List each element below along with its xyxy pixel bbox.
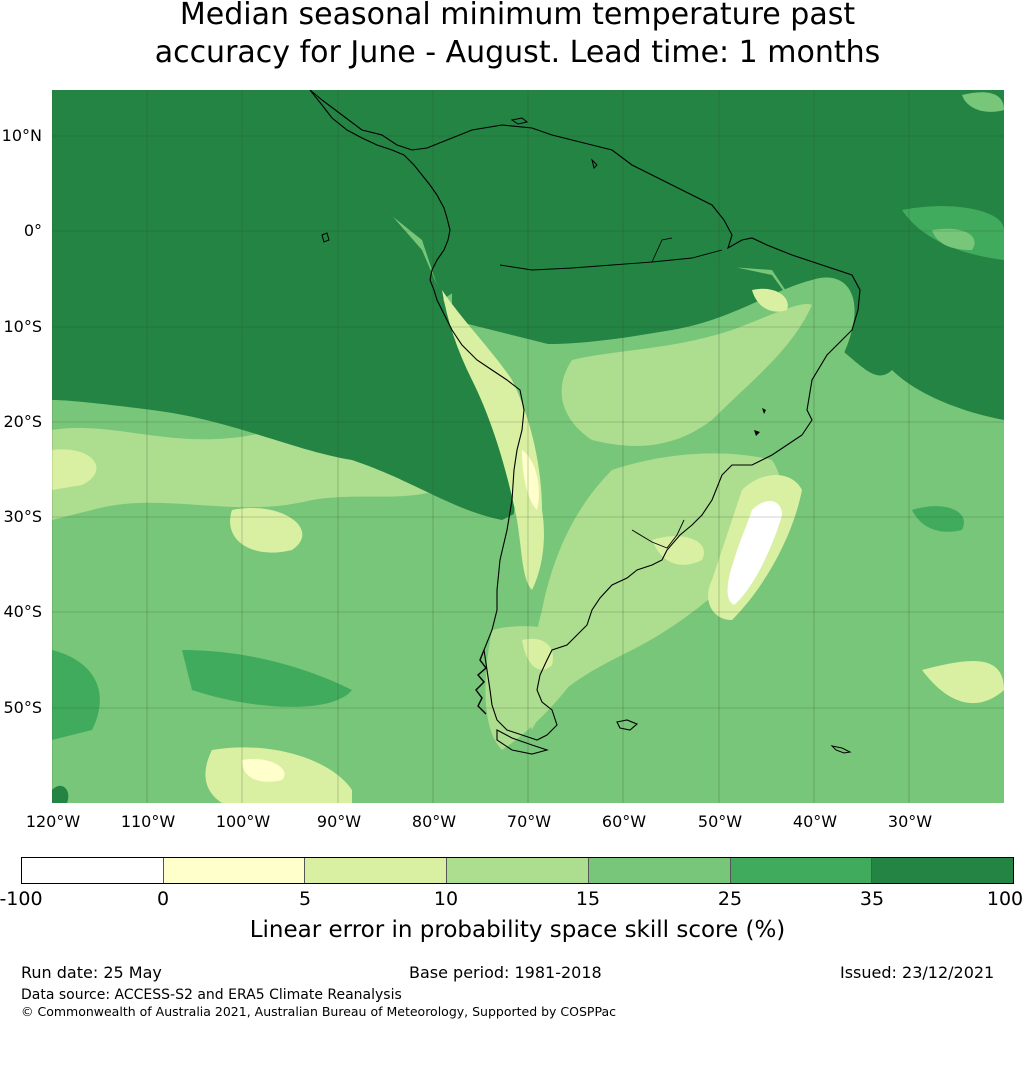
lat-label-0: 0° (23, 221, 42, 240)
data-source: Data source: ACCESS-S2 and ERA5 Climate … (21, 987, 402, 1003)
chart-title: Median seasonal minimum temperature past… (0, 0, 1035, 72)
lon-label-100w: 100°W (215, 812, 271, 831)
river-amazon (499, 249, 723, 271)
lon-label-80w: 80°W (411, 812, 457, 831)
issued-date: Issued: 23/12/2021 (840, 963, 995, 982)
colorbar-seg-5-10 (305, 858, 448, 883)
island-south-georgia (830, 745, 852, 754)
zone-dark-patch (182, 650, 352, 707)
lon-label-30w: 30°W (887, 812, 933, 831)
river-tributary (651, 237, 673, 263)
title-line-1: Median seasonal minimum temperature past (179, 0, 856, 32)
lake-1 (762, 408, 766, 414)
coastline-plata (631, 519, 685, 549)
lat-label-10s: 10°S (3, 317, 42, 336)
run-date: Run date: 25 May (21, 963, 162, 982)
island-falklands (616, 719, 639, 731)
coastline-south-america (309, 90, 861, 741)
zone-atl-dark (912, 506, 964, 532)
lake-2 (754, 430, 760, 436)
lon-label-120w: 120°W (25, 812, 81, 831)
zone-brazil-pale (752, 288, 788, 312)
zone-south-atlantic (819, 390, 1004, 803)
colorbar-seg-0-5 (163, 858, 306, 883)
lon-label-110w: 110°W (120, 812, 176, 831)
zone-tropical-pacific (52, 90, 522, 520)
lon-label-90w: 90°W (316, 812, 362, 831)
island-tierra-del-fuego (496, 729, 549, 755)
zone-andes-pale (522, 450, 539, 510)
lon-label-60w: 60°W (601, 812, 647, 831)
lat-label-30s: 30°S (3, 507, 42, 526)
colorbar (21, 857, 1014, 884)
colorbar-tick-0: 0 (156, 888, 170, 910)
map-canvas (52, 90, 1004, 803)
zone-atl-pocket-2 (932, 228, 975, 250)
coastline-chile-archipelago (475, 649, 487, 715)
zone-dark-patch-2 (52, 650, 100, 740)
island-caribbean-2 (591, 158, 598, 169)
lat-label-50s: 50°S (3, 698, 42, 717)
colorbar-tick-5: 5 (298, 888, 312, 910)
lon-label-70w: 70°W (506, 812, 552, 831)
lat-label-20s: 20°S (3, 412, 42, 431)
colorbar-seg-25-35 (730, 858, 873, 883)
lon-label-50w: 50°W (697, 812, 743, 831)
colorbar-tick-15: 15 (575, 888, 601, 910)
zone-corner-dark (52, 785, 69, 803)
zone-pale-south (242, 759, 285, 782)
zone-argentina-pale (652, 536, 704, 565)
lat-label-40s: 40°S (3, 602, 42, 621)
colorbar-seg-10-15 (447, 858, 589, 883)
colorbar-label: Linear error in probability space skill … (249, 917, 786, 943)
colorbar-tick-neg100: -100 (0, 888, 43, 910)
colorbar-tick-35: 35 (859, 888, 885, 910)
colorbar-tick-100: 100 (986, 888, 1024, 910)
zone-atl-pocket-3 (962, 92, 1004, 112)
island-galapagos (321, 232, 330, 243)
zone-patagonia-pale (522, 638, 553, 670)
colorbar-seg-15-25 (588, 858, 731, 883)
zone-plume-white (727, 500, 782, 605)
zone-atl-light (922, 661, 1004, 704)
zone-brazil-light (561, 304, 812, 446)
base-period: Base period: 1981-2018 (409, 963, 602, 982)
zone-argentina (527, 453, 783, 730)
copyright: © Commonwealth of Australia 2021, Austra… (21, 1004, 616, 1019)
lon-label-40w: 40°W (792, 812, 838, 831)
map-gridlines (52, 90, 1004, 803)
colorbar-tick-10: 10 (433, 888, 459, 910)
zone-patagonia (485, 626, 592, 750)
zone-tropical-atlantic (52, 90, 1004, 420)
colorbar-tick-25: 25 (717, 888, 743, 910)
colorbar-seg-neg100-0 (22, 858, 164, 883)
skill-map (52, 90, 1004, 803)
colorbar-seg-35-100 (872, 858, 1014, 883)
zone-pacific-light-2 (230, 508, 303, 553)
zone-andes-strip (442, 290, 544, 590)
lat-label-10n: 10°N (1, 126, 42, 145)
title-line-2: accuracy for June - August. Lead time: 1… (154, 35, 881, 70)
island-caribbean-1 (510, 117, 529, 125)
zone-pacific-light (52, 449, 97, 490)
